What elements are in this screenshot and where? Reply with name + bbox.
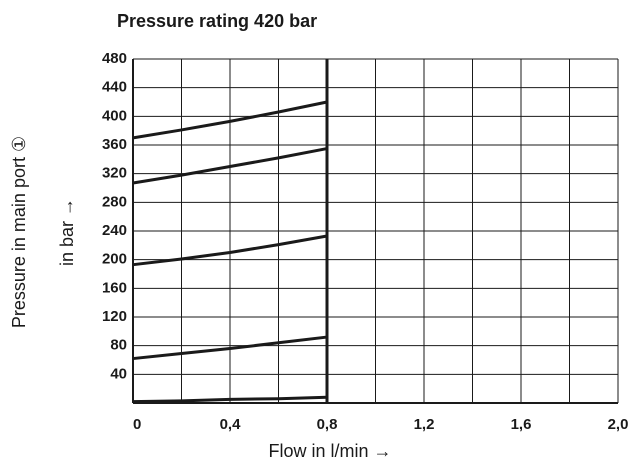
y-axis-label-group: Pressure in main port ① in bar → bbox=[9, 136, 77, 328]
y-tick-label: 440 bbox=[102, 79, 127, 96]
y-tick-label: 240 bbox=[102, 222, 127, 239]
x-tick-label: 0,8 bbox=[317, 416, 338, 433]
y-tick-label: 200 bbox=[102, 251, 127, 268]
curve bbox=[132, 395, 328, 404]
curve bbox=[132, 147, 328, 185]
y-tick-label: 400 bbox=[102, 107, 127, 124]
x-tick-label: 1,2 bbox=[414, 416, 435, 433]
y-tick-label: 120 bbox=[102, 308, 127, 325]
x-tick-label: 1,6 bbox=[511, 416, 532, 433]
y-axis-label: Pressure in main port ① bbox=[9, 136, 29, 328]
y-tick-label: 40 bbox=[110, 365, 127, 382]
y-axis-label: in bar → bbox=[57, 198, 77, 266]
x-axis-label: Flow in l/min → bbox=[268, 441, 391, 461]
curve bbox=[132, 234, 328, 267]
curve bbox=[132, 335, 328, 361]
y-tick-label: 480 bbox=[102, 50, 127, 67]
x-tick-label: 0,4 bbox=[220, 416, 242, 433]
y-tick-label: 360 bbox=[102, 136, 127, 153]
x-tick-label: 0 bbox=[133, 416, 141, 433]
curve bbox=[132, 100, 328, 140]
y-tick-label: 160 bbox=[102, 279, 127, 296]
chart-title: Pressure rating 420 bar bbox=[117, 11, 317, 31]
y-tick-label: 320 bbox=[102, 165, 127, 182]
y-tick-label: 280 bbox=[102, 193, 127, 210]
y-tick-label: 80 bbox=[110, 337, 127, 354]
x-tick-label: 2,0 bbox=[608, 416, 629, 433]
